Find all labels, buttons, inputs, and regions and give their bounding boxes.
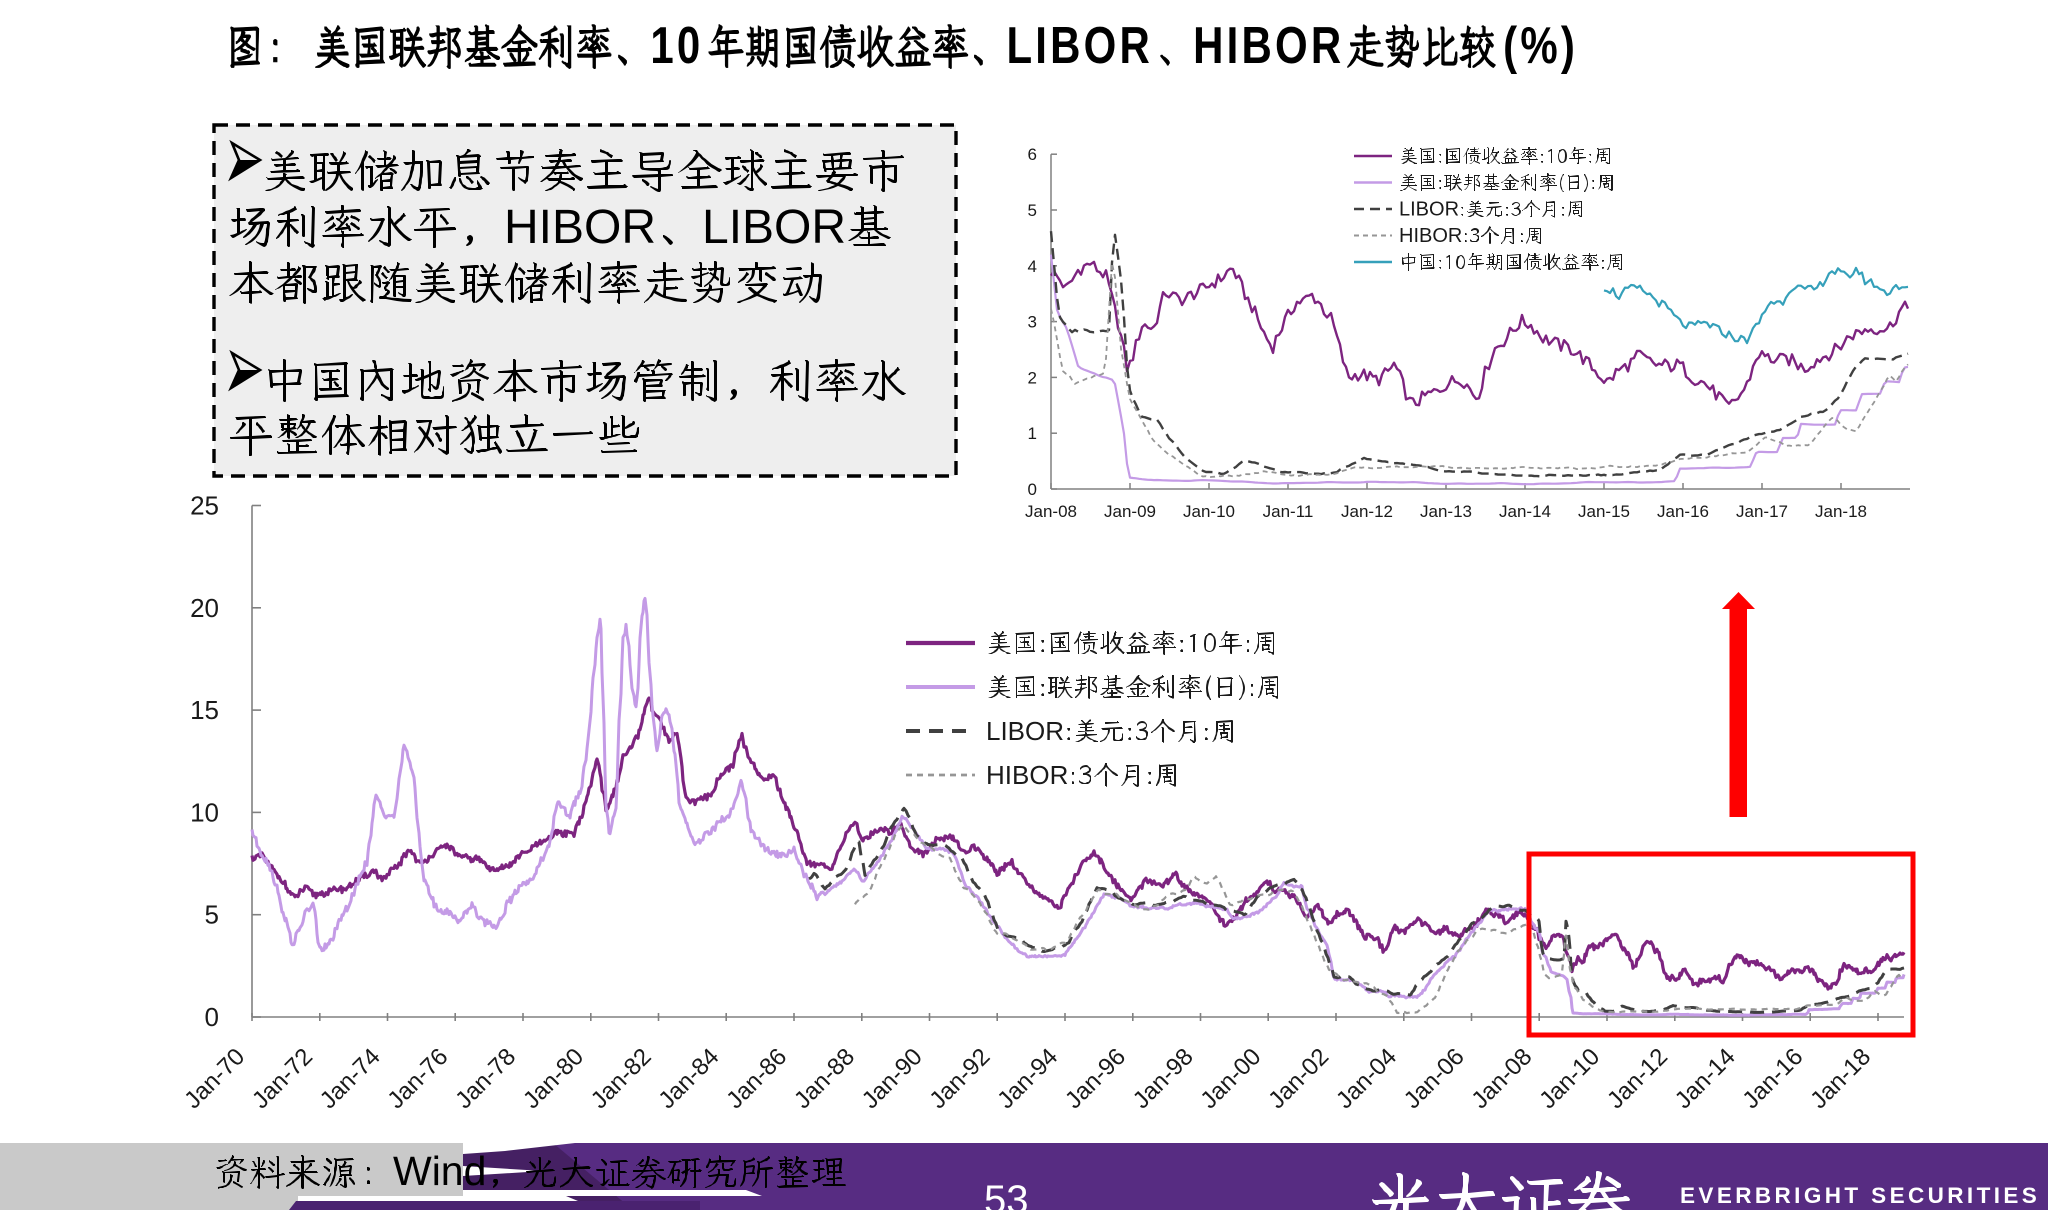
svg-text:Jan-80: Jan-80: [518, 1043, 589, 1114]
svg-text:Jan-18: Jan-18: [1815, 502, 1867, 521]
svg-text:Wind: Wind: [393, 1148, 486, 1194]
svg-text:Jan-90: Jan-90: [857, 1043, 928, 1114]
svg-text:5: 5: [1028, 201, 1037, 220]
svg-text:0: 0: [1028, 480, 1037, 499]
svg-text:Jan-76: Jan-76: [382, 1043, 453, 1114]
svg-text:Jan-74: Jan-74: [315, 1043, 386, 1114]
svg-text:53: 53: [984, 1178, 1029, 1210]
svg-text:10: 10: [190, 797, 219, 827]
svg-text:Jan-14: Jan-14: [1670, 1043, 1741, 1114]
svg-text:Jan-10: Jan-10: [1534, 1043, 1605, 1114]
svg-text:LIBOR: LIBOR: [1399, 199, 1459, 221]
svg-text:6: 6: [1028, 145, 1037, 164]
svg-text:3: 3: [1028, 313, 1037, 332]
svg-text:Jan-96: Jan-96: [1060, 1043, 1131, 1114]
svg-text:HIBOR: HIBOR: [504, 201, 656, 254]
svg-text:Jan-09: Jan-09: [1104, 502, 1156, 521]
svg-text:Jan-84: Jan-84: [653, 1043, 724, 1114]
svg-text:0: 0: [205, 1002, 219, 1032]
svg-text:(%): (%): [1503, 17, 1578, 75]
svg-text:Jan-70: Jan-70: [179, 1043, 250, 1114]
svg-text:LIBOR: LIBOR: [1006, 17, 1153, 75]
svg-text:HIBOR: HIBOR: [1193, 17, 1344, 75]
svg-text:Jan-10: Jan-10: [1183, 502, 1235, 521]
svg-text:Jan-17: Jan-17: [1736, 502, 1788, 521]
svg-text:Jan-13: Jan-13: [1420, 502, 1472, 521]
svg-text:HIBOR: HIBOR: [986, 760, 1068, 790]
svg-text:Jan-14: Jan-14: [1499, 502, 1551, 521]
svg-text:4: 4: [1028, 257, 1037, 276]
svg-text:Jan-08: Jan-08: [1466, 1043, 1537, 1114]
svg-text:Jan-04: Jan-04: [1331, 1043, 1402, 1114]
svg-text:Jan-86: Jan-86: [721, 1043, 792, 1114]
svg-text:Jan-06: Jan-06: [1399, 1043, 1470, 1114]
svg-text:2: 2: [1028, 368, 1037, 387]
svg-text:Jan-94: Jan-94: [992, 1043, 1063, 1114]
svg-text:Jan-92: Jan-92: [924, 1043, 995, 1114]
svg-text:Jan-12: Jan-12: [1602, 1043, 1673, 1114]
svg-text:LIBOR: LIBOR: [986, 716, 1064, 746]
svg-text:10: 10: [650, 17, 703, 75]
svg-text:25: 25: [190, 491, 219, 521]
svg-text:Jan-18: Jan-18: [1805, 1043, 1876, 1114]
svg-text:Jan-11: Jan-11: [1263, 502, 1314, 521]
svg-text:1: 1: [1028, 424, 1037, 443]
svg-text:Jan-88: Jan-88: [789, 1043, 860, 1114]
svg-text:Jan-72: Jan-72: [247, 1043, 318, 1114]
svg-text:5: 5: [205, 900, 219, 930]
svg-text:Jan-00: Jan-00: [1195, 1043, 1266, 1114]
svg-text:EVERBRIGHT SECURITIES: EVERBRIGHT SECURITIES: [1680, 1183, 2040, 1208]
svg-text:LIBOR: LIBOR: [702, 201, 846, 254]
svg-text:Jan-02: Jan-02: [1263, 1043, 1334, 1114]
svg-text:Jan-78: Jan-78: [450, 1043, 521, 1114]
svg-text:Jan-12: Jan-12: [1341, 502, 1393, 521]
svg-text:Jan-08: Jan-08: [1025, 502, 1077, 521]
svg-text:HIBOR: HIBOR: [1399, 225, 1462, 247]
svg-text:15: 15: [190, 695, 219, 725]
svg-text:Jan-16: Jan-16: [1737, 1043, 1808, 1114]
svg-text:Jan-16: Jan-16: [1657, 502, 1709, 521]
svg-text:Jan-98: Jan-98: [1128, 1043, 1199, 1114]
svg-text:Jan-82: Jan-82: [586, 1043, 657, 1114]
svg-text:20: 20: [190, 593, 219, 623]
svg-text:Jan-15: Jan-15: [1578, 502, 1630, 521]
